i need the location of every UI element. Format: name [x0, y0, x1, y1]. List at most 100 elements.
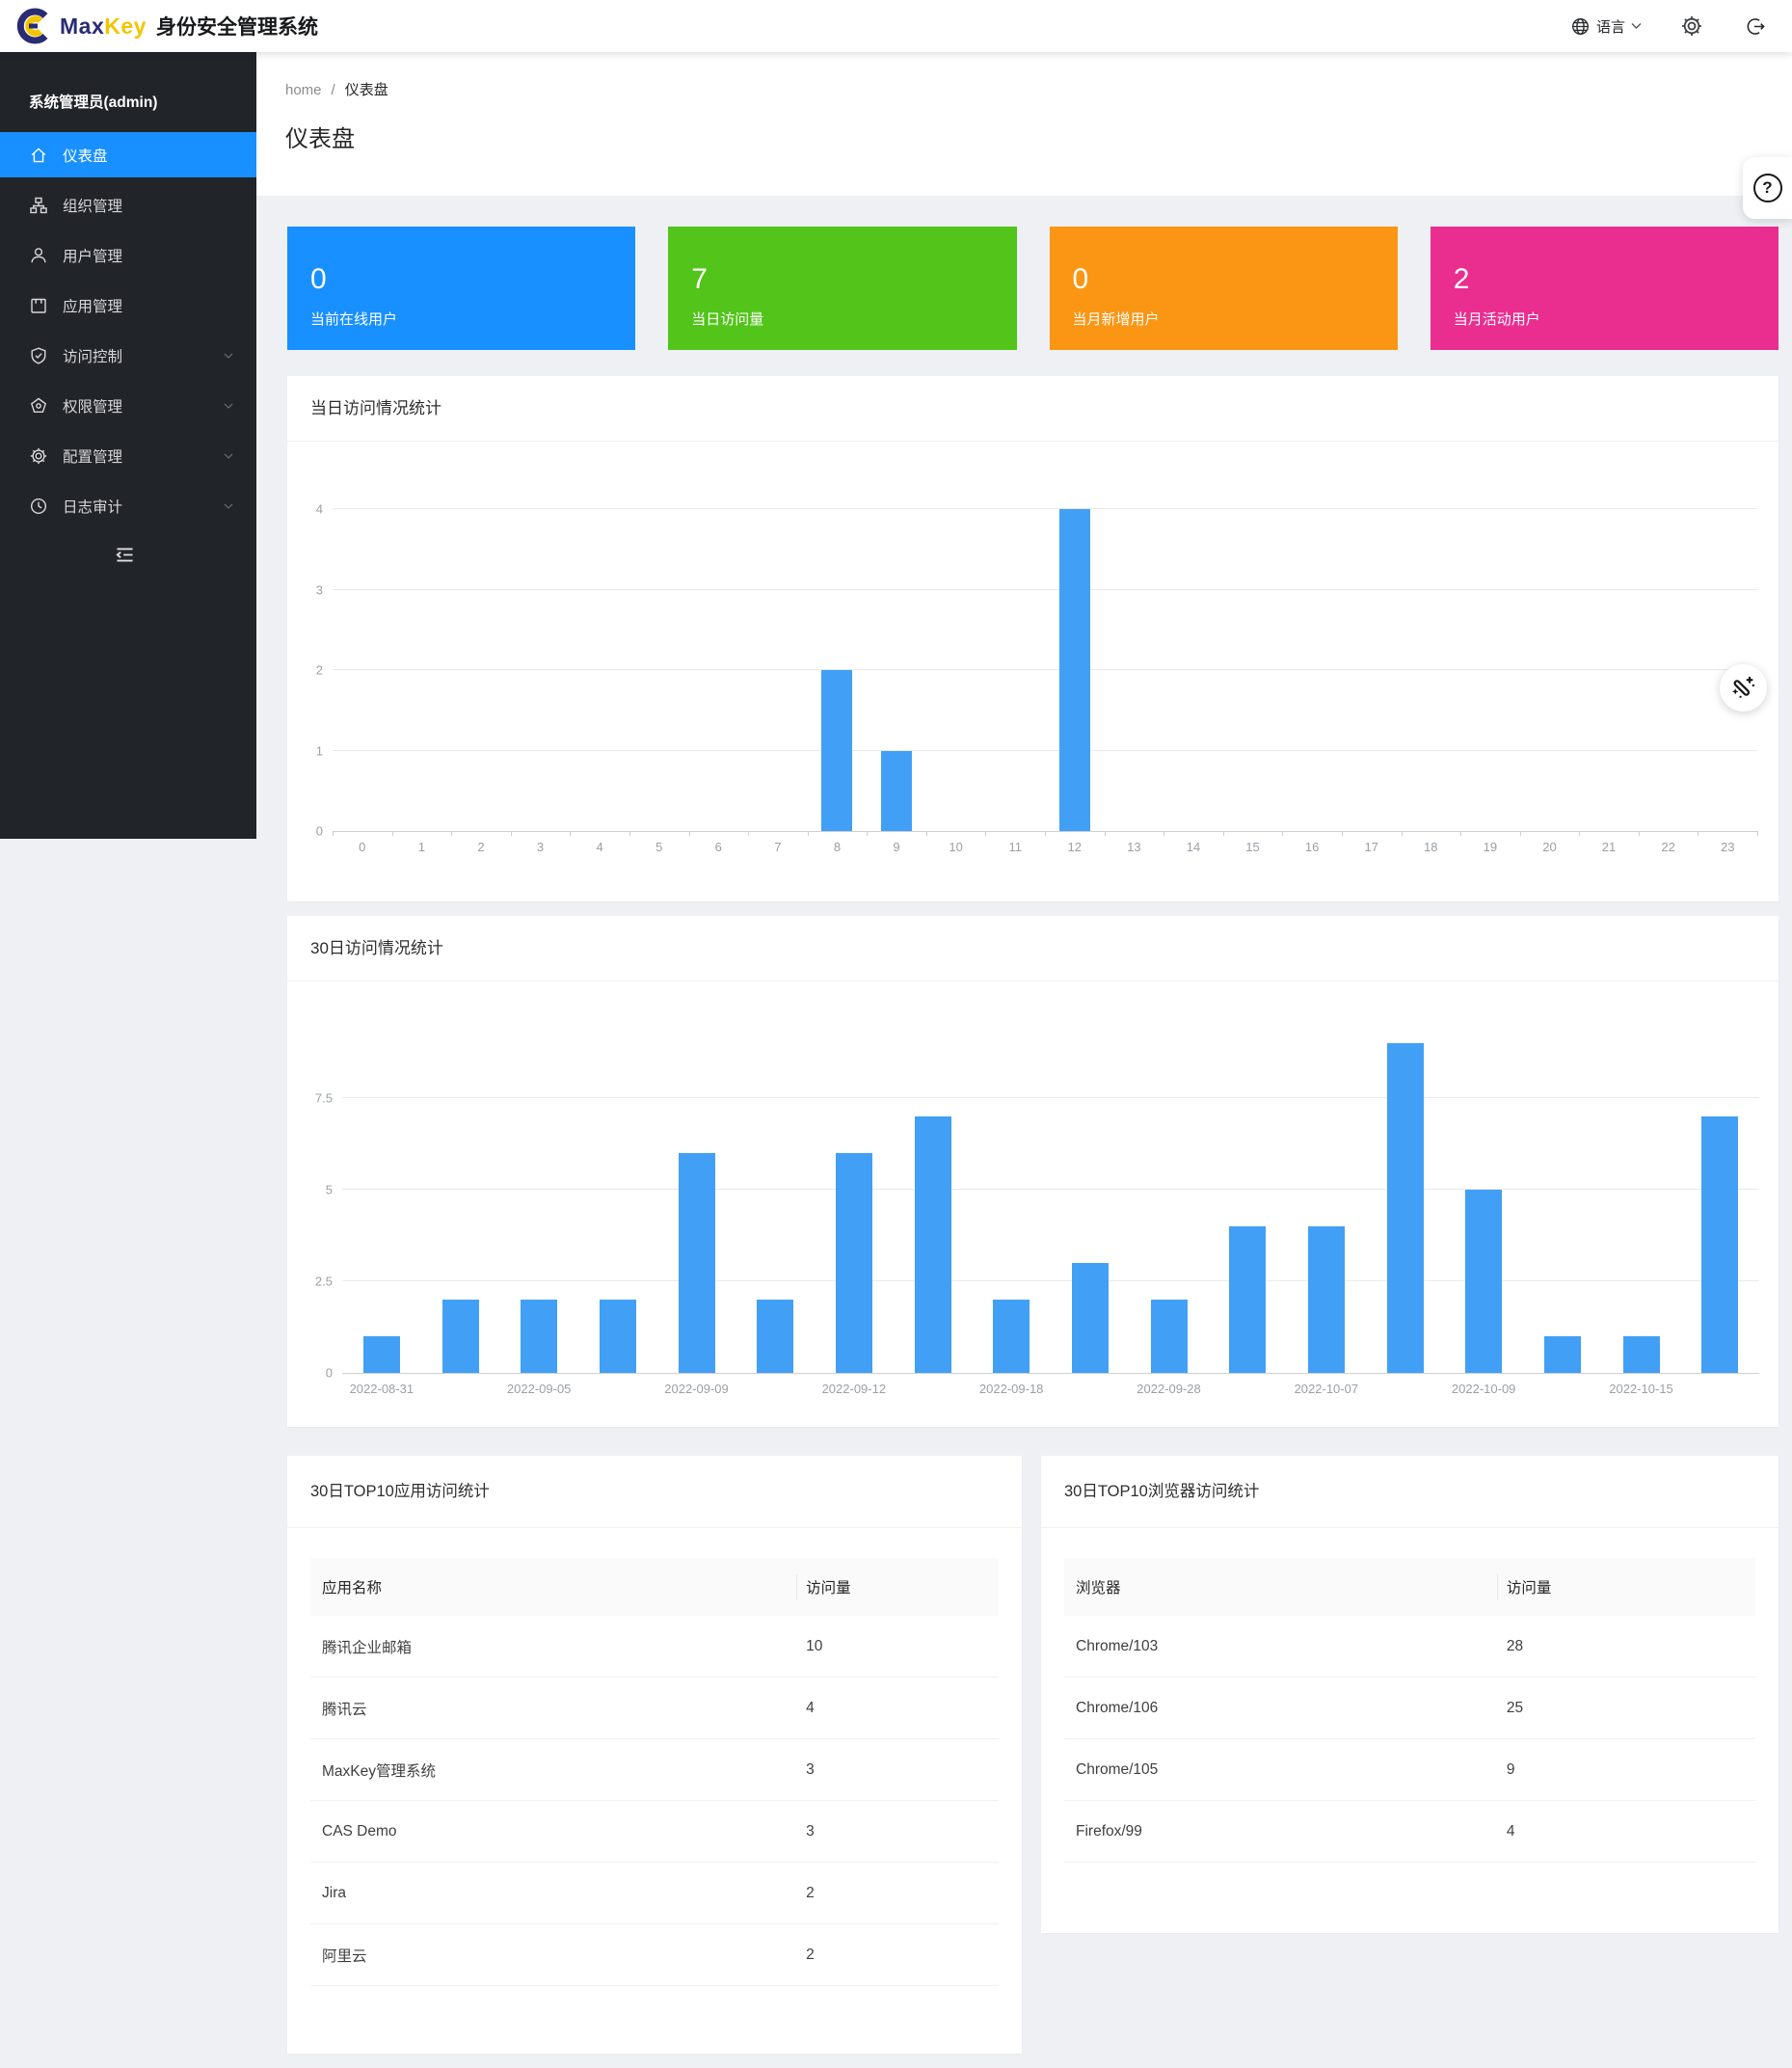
x-axis-label: 11: [1008, 840, 1022, 854]
browsers-table: 浏览器 访问量 Chrome/103 28 Chrome/106 25 Chro…: [1064, 1558, 1755, 1863]
brand-max: Max: [60, 13, 105, 39]
gear-icon: [29, 446, 48, 466]
x-axis-tick: [1282, 831, 1284, 836]
visit-count-cell: 3: [806, 1760, 815, 1778]
home-icon: [29, 146, 48, 165]
table-row: Chrome/106 25: [1064, 1678, 1755, 1739]
x-axis-tick: [807, 831, 809, 836]
gridline: [333, 749, 1757, 751]
browser-name-cell: Firefox/99: [1076, 1822, 1142, 1840]
visit-count-cell: 2: [806, 1884, 815, 1901]
visit-count-cell: 4: [1506, 1822, 1515, 1840]
language-label: 语言: [1595, 18, 1625, 36]
visit-count-cell: 9: [1506, 1760, 1515, 1778]
x-axis-tick: [1519, 831, 1521, 836]
brand-name: MaxKey: [60, 13, 147, 40]
column-header: 浏览器: [1076, 1580, 1121, 1597]
browser-name-cell: Chrome/106: [1076, 1699, 1159, 1716]
sidebar-item-label: 访问控制: [63, 348, 123, 365]
sidebar-item-configuration[interactable]: 配置管理: [0, 433, 256, 478]
chart-bar: [835, 1152, 872, 1373]
table-row: Firefox/99 4: [1064, 1801, 1755, 1863]
stat-value: 0: [1072, 263, 1089, 295]
x-axis-tick: [688, 831, 690, 836]
gridline: [342, 1188, 1759, 1190]
stat-value: 0: [310, 263, 327, 295]
x-axis-tick: [451, 831, 453, 836]
settings-icon[interactable]: [1680, 14, 1703, 38]
chart-bar: [1307, 1225, 1345, 1373]
app-name-cell: 阿里云: [322, 1947, 367, 1965]
x-axis-tick: [1460, 831, 1462, 836]
x-axis-tick: [1638, 831, 1640, 836]
chart-title: 当日访问情况统计: [287, 376, 1779, 442]
top10-browsers-card: 30日TOP10浏览器访问统计 浏览器 访问量 Chrome/103 28 Ch…: [1041, 1456, 1779, 1933]
stat-card-monthly-new-users: 0 当月新增用户: [1049, 227, 1398, 350]
x-axis-label: 5: [655, 840, 663, 854]
table-row: MaxKey管理系统 3: [310, 1739, 999, 1801]
x-axis-label: 2022-09-12: [821, 1382, 887, 1396]
help-button[interactable]: ?: [1743, 157, 1792, 219]
gridline: [342, 1096, 1759, 1098]
chart-title: 30日访问情况统计: [287, 916, 1779, 981]
sidebar-item-users[interactable]: 用户管理: [0, 232, 256, 278]
chevron-down-icon: [224, 347, 233, 364]
x-axis-tick: [570, 831, 572, 836]
table-header-row: 应用名称 访问量: [310, 1558, 999, 1616]
chart-bar: [1701, 1115, 1739, 1373]
chart-bar: [881, 750, 913, 831]
chart-bar: [993, 1299, 1030, 1373]
stat-label: 当日访问量: [691, 311, 764, 328]
stat-value: 2: [1453, 263, 1470, 295]
x-axis-tick: [1104, 831, 1106, 836]
bottom-tables-row: 30日TOP10应用访问统计 应用名称 访问量 腾讯企业邮箱 10 腾讯云 4: [287, 1456, 1779, 2054]
x-axis-label: 20: [1542, 840, 1557, 854]
magic-wand-button[interactable]: [1720, 664, 1767, 712]
sidebar-item-organizations[interactable]: 组织管理: [0, 182, 256, 228]
y-axis-label: 3: [315, 582, 323, 597]
chart-bar: [678, 1152, 715, 1373]
x-axis-tick: [629, 831, 630, 836]
daily-visits-bar-chart: 0 1 2 3 4 0 1 2 3 4 5 6 7 8 9 10 11 12 13 14 15 16 17 18 19 20 21 2…: [316, 503, 1758, 854]
y-axis-label: 1: [315, 743, 323, 758]
help-icon: ?: [1752, 174, 1782, 202]
menu-fold-icon[interactable]: [114, 544, 136, 566]
chevron-down-icon: [224, 497, 233, 515]
y-axis-label: 5: [325, 1182, 333, 1197]
chart-bar: [1465, 1189, 1503, 1373]
chevron-down-icon: [224, 447, 233, 465]
app-name-cell: Jira: [322, 1884, 346, 1901]
column-header: 应用名称: [322, 1580, 383, 1597]
app-name-cell: 腾讯云: [322, 1701, 367, 1718]
x-axis-label: 8: [833, 840, 842, 854]
y-axis-label: 2: [315, 662, 323, 678]
x-axis-label: 7: [774, 840, 782, 854]
x-axis-label: 16: [1304, 840, 1320, 854]
sidebar-item-access-control[interactable]: 访问控制: [0, 333, 256, 378]
shield-check-icon: [29, 346, 48, 365]
sidebar-item-dashboard[interactable]: 仪表盘: [0, 132, 256, 177]
y-axis-label: 4: [315, 501, 323, 517]
app-header: MaxKey 身份安全管理系统 语言: [0, 0, 1792, 52]
logout-icon[interactable]: [1746, 16, 1766, 37]
column-header: 访问量: [806, 1576, 999, 1598]
sidebar-item-audit-logs[interactable]: 日志审计: [0, 483, 256, 528]
x-axis-label: 19: [1483, 840, 1498, 854]
visit-count-cell: 28: [1506, 1637, 1524, 1654]
x-axis-label: 15: [1245, 840, 1260, 854]
pentagon-icon: [29, 396, 48, 416]
x-axis-label: 13: [1127, 840, 1141, 854]
x-axis-label: 2: [477, 840, 485, 854]
sidebar: 系统管理员(admin) 仪表盘 组织管理 用户管理: [0, 52, 256, 839]
sidebar-item-applications[interactable]: 应用管理: [0, 282, 256, 328]
stat-label: 当月活动用户: [1453, 311, 1540, 328]
sidebar-item-permissions[interactable]: 权限管理: [0, 383, 256, 428]
x-axis-label: 2022-08-31: [349, 1382, 415, 1396]
sidebar-item-label: 用户管理: [63, 248, 123, 265]
sidebar-item-label: 仪表盘: [63, 148, 108, 165]
stat-label: 当月新增用户: [1072, 311, 1160, 328]
x-axis-tick: [1757, 831, 1758, 836]
stat-card-online-users: 0 当前在线用户: [287, 227, 636, 350]
language-selector[interactable]: 语言: [1570, 16, 1642, 37]
breadcrumb-home-link[interactable]: home: [285, 82, 322, 98]
